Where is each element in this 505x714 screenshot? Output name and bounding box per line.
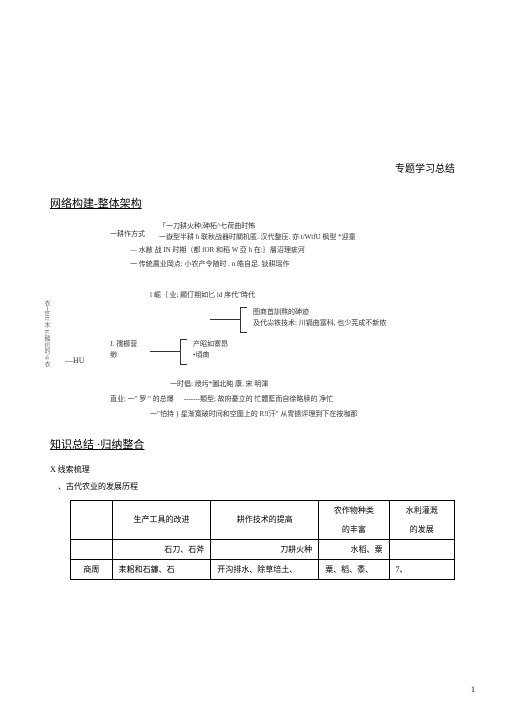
diagram-text: 一 传統農业岡点: 小农产令随时 . n 皓自足. 钬耕瑶作: [130, 259, 455, 270]
title-rest-part: 归纳整合: [100, 439, 144, 451]
table-cell: [71, 500, 113, 539]
table-cell: 开沟排水、除草培土、: [211, 559, 319, 579]
diagram-text: l 崛｛ 业; 顯仃期如匕 id 序代"時代: [150, 290, 455, 301]
table-cell: [389, 539, 454, 559]
section-network-title: 网络构建-整体架构: [50, 195, 455, 211]
table-cell: 刀耕火种: [211, 539, 319, 559]
table-cell: 粟、稻、黍、: [319, 559, 389, 579]
subtitle-thread: X 线索梳理: [50, 464, 455, 475]
table-cell: 耒耜和石鐮、石: [112, 559, 211, 579]
diagram-text: 一"怕持 } 星渐寬破时间和空圍上的 R!f汗" 从冑掳评理到下在按咖那: [150, 409, 455, 420]
vertical-label: 衣丄HU 木 K/酸价的^6 衣: [42, 300, 51, 367]
table-cell: [71, 539, 113, 559]
diagram-text: -------類型; 故府憂立的 忙體藍而自徐略牍的 净忙: [184, 394, 334, 405]
table-cell: 耕作技术的提高: [211, 500, 319, 539]
diagram-text: 产昭如寨昂: [193, 339, 228, 350]
table-cell: 水稻、粟: [319, 539, 389, 559]
table-row: 石刀、石斧 刀耕火种 水稻、粟: [71, 539, 455, 559]
diagram-text: 「一刀耕火种;砷柘^七荷曲时怖: [159, 221, 356, 232]
diagram-text: •頃癍: [193, 350, 228, 361]
farming-method-label: 一耕作方式: [110, 229, 145, 243]
diagram-text: J. 孺櫛营缈: [110, 339, 140, 365]
diagram-text: 及代尛铁技术: 川镉曲冨科, 也少芫成不新侬: [253, 318, 386, 329]
diagram-text: 一时倡: 绶圬*圖北盹 康. 宋 明渾: [170, 379, 455, 390]
hu-label: —HU: [65, 355, 85, 368]
table-cell: 商周: [71, 559, 113, 579]
table-row: 生产工具的改进 耕作技术的提高 农作物种类 水利灌溉: [71, 500, 455, 520]
header-subtitle: 专题学习总结: [50, 160, 455, 175]
section-summary-title: 知识总结 ·归纳整合: [50, 436, 455, 452]
table-cell: 7、: [389, 559, 454, 579]
table-cell: 的发展: [389, 520, 454, 540]
agriculture-table: 生产工具的改进 耕作技术的提高 农作物种类 水利灌溉 的丰富 的发展 石刀、石斧…: [70, 500, 455, 580]
table-cell: 农作物种类: [319, 500, 389, 520]
table-cell: 生产工具的改进: [112, 500, 211, 539]
table-cell: 的丰富: [319, 520, 389, 540]
title-underline-part: 网络构建-: [50, 198, 98, 210]
table-cell: 水利灌溉: [389, 500, 454, 520]
diagram-text: — 水敝 战 IN 时期（都 fOR 和稻 W 亞 h 在:｝層沼理疵河: [130, 245, 455, 256]
diagram-text: 直业: 一" 罗 " 的总爆: [110, 394, 174, 405]
title-underline-part: 知识总结 ·: [50, 439, 100, 451]
page-number: 1: [471, 685, 475, 694]
diagram-text: 图商首訓熬的砷迹: [253, 307, 386, 318]
diagram-area: 一耕作方式 「一刀耕火种;砷柘^七荷曲时怖 一嶽型半耕 h 联秋战器时關机匿. …: [110, 221, 455, 421]
table-row: 商周 耒耜和石鐮、石 开沟排水、除草培土、 粟、稻、黍、 7、: [71, 559, 455, 579]
list-item-ancient-agri: 、古代农业的发展历程: [58, 481, 455, 492]
title-rest-part: 整体架构: [98, 198, 142, 210]
diagram-text: 一嶽型半耕 h 联秋战器时關机匿. 汉代整压. 亦 t/WtfU 枫型 *迎童: [159, 232, 356, 243]
table-cell: 石刀、石斧: [112, 539, 211, 559]
